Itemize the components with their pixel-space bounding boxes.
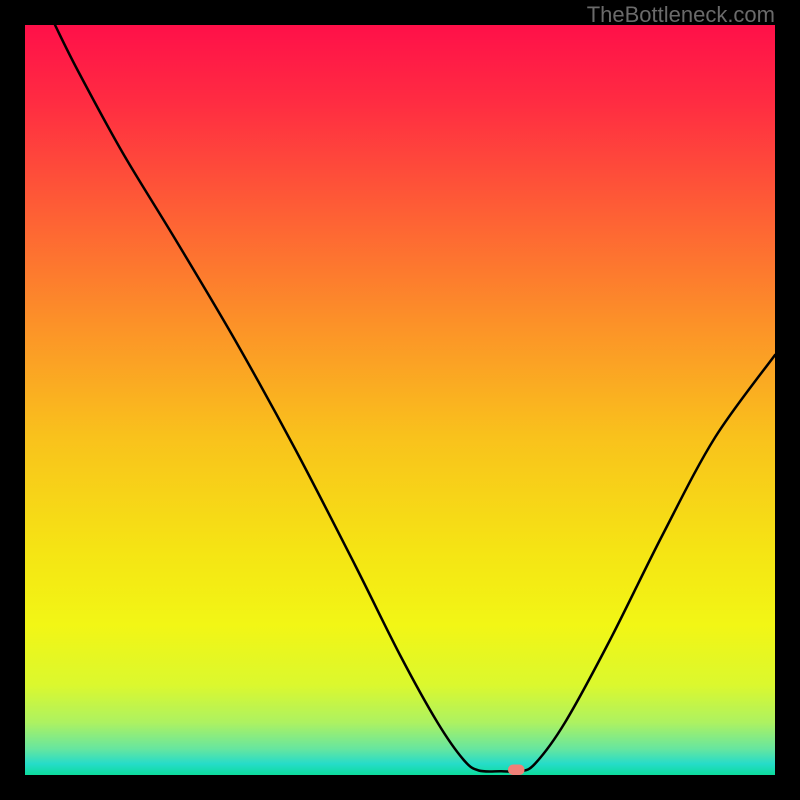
bottleneck-curve [55,25,775,772]
optimal-marker [508,765,525,776]
watermark-text: TheBottleneck.com [587,2,775,28]
chart-container: TheBottleneck.com [0,0,800,800]
curve-layer [25,25,775,775]
plot-area [25,25,775,775]
